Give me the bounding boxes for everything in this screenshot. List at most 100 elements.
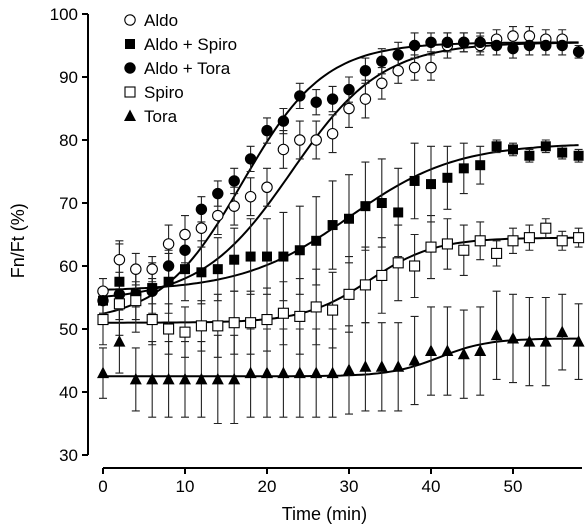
x-tick-label: 20 [258,477,277,496]
data-point-filled-triangle [408,354,421,366]
data-point-filled-square [180,264,190,275]
data-point-open-square [376,269,388,282]
x-axis-title: Time (min) [282,504,367,524]
data-point-filled-triangle [277,366,290,379]
data-point-filled-circle [572,46,585,58]
data-point-open-circle [179,228,191,241]
legend-marker-filled-triangle [124,109,136,121]
data-point-filled-triangle [211,372,224,385]
data-point-filled-circle [113,288,126,301]
data-point-filled-circle [277,115,290,127]
legend-marker-filled-circle [124,62,136,74]
data-point-open-circle [113,253,126,266]
data-point-filled-circle [179,244,191,256]
y-tick-label: 40 [59,383,78,402]
data-point-open-circle [162,238,175,250]
data-point-open-square [113,298,125,310]
data-point-filled-circle [97,294,109,307]
data-point-filled-triangle [507,331,519,344]
axes: 30 40 50 60 70 80 90 100 0 10 20 30 40 50 Time (min)… [8,5,582,524]
data-point-filled-circle [425,36,437,49]
data-point-filled-triangle [310,366,323,379]
data-point-open-circle [212,209,224,222]
data-point-filled-square [540,141,551,152]
data-point-filled-triangle [425,344,437,357]
legend-marker-open-circle [124,14,136,26]
data-point-open-square [245,317,257,329]
data-point-open-square [294,310,306,322]
data-point-filled-square [409,175,420,186]
data-point-filled-circle [376,55,388,67]
data-point-filled-square [311,235,322,246]
y-tick-label: 50 [59,320,78,339]
data-point-filled-square [196,267,207,278]
data-point-open-square [195,320,207,332]
data-point-open-circle [310,134,322,146]
data-point-filled-square [344,213,354,224]
data-point-filled-triangle [129,372,142,385]
data-point-open-square [474,235,486,247]
data-point-open-square [409,260,421,272]
data-point-filled-square [262,251,272,262]
data-point-filled-circle [408,39,421,52]
data-point-open-square [146,313,158,326]
data-point-filled-triangle [392,360,405,372]
data-point-filled-square [557,147,568,158]
data-point-open-square [163,323,175,335]
data-point-open-square [228,317,240,329]
x-axis-ticks: 0 10 20 30 40 50 [98,468,522,496]
data-point-open-circle [392,64,404,77]
data-point-filled-square [327,220,338,231]
x-tick-label: 50 [504,477,523,496]
fit-curve-filled-square [102,144,579,291]
data-point-filled-circle [523,39,536,52]
fit-curve-open-circle [102,41,579,298]
data-point-filled-circle [556,39,568,52]
data-point-open-square [179,326,191,338]
fit-curve-filled-triangle [103,337,579,378]
data-point-filled-triangle [162,372,175,385]
data-point-filled-circle [228,175,240,187]
data-point-open-square [556,235,568,247]
y-tick-label: 90 [59,68,78,87]
data-point-open-square [310,301,322,313]
data-point-filled-circle [212,187,224,200]
data-point-filled-triangle [490,328,503,341]
data-point-filled-square [163,276,174,287]
data-point-filled-circle [359,65,372,77]
x-tick-label: 10 [176,477,195,496]
legend-label: Aldo [144,11,178,30]
legend: Aldo Aldo + Spiro Aldo + Tora Spiro Tora [124,11,237,126]
data-point-filled-triangle [261,366,273,379]
data-point-filled-circle [458,36,470,49]
data-point-open-circle [294,134,306,146]
data-point-filled-triangle [375,360,388,372]
data-point-open-square [130,295,142,307]
data-point-filled-square [426,179,436,190]
data-point-open-square [261,313,273,326]
data-point-filled-square [508,144,518,155]
data-point-filled-circle [244,153,257,165]
y-tick-label: 70 [59,194,78,213]
data-point-open-square [491,247,503,259]
data-point-filled-square [376,198,387,208]
data-point-open-circle [195,222,208,234]
data-point-filled-square [114,276,125,287]
data-point-open-circle [146,263,158,275]
data-markers [97,30,585,385]
data-point-filled-triangle [228,372,241,385]
data-point-filled-square [278,251,289,262]
data-point-filled-triangle [113,335,126,347]
data-point-filled-triangle [441,344,454,357]
data-point-open-circle [425,61,437,74]
data-point-open-square [441,238,453,250]
data-point-filled-triangle [97,366,109,379]
y-axis-ticks: 30 40 50 60 70 80 90 100 [50,5,88,465]
legend-label: Aldo + Spiro [144,35,237,54]
data-point-filled-square [491,141,502,152]
data-point-open-circle [261,181,273,194]
data-point-filled-square [524,150,535,161]
data-point-open-circle [130,263,142,275]
data-point-filled-square [573,150,584,161]
